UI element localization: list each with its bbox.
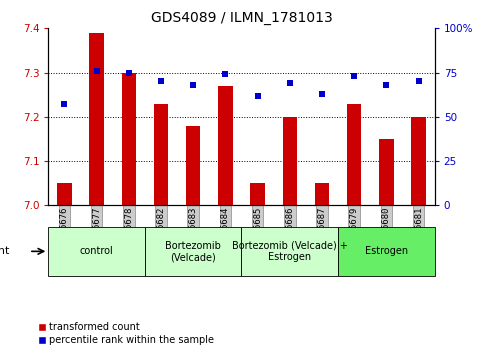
Bar xyxy=(186,126,200,205)
Point xyxy=(157,79,165,84)
Bar xyxy=(48,227,145,276)
Bar xyxy=(412,117,426,205)
Point xyxy=(286,80,294,86)
Point xyxy=(93,68,100,74)
Text: Bortezomib (Velcade) +
Estrogen: Bortezomib (Velcade) + Estrogen xyxy=(232,240,348,262)
Bar xyxy=(242,227,338,276)
Bar xyxy=(315,183,329,205)
Bar xyxy=(379,139,394,205)
Point xyxy=(415,79,423,84)
Bar xyxy=(347,104,361,205)
Text: Bortezomib
(Velcade): Bortezomib (Velcade) xyxy=(165,240,221,262)
Bar xyxy=(154,104,168,205)
Point xyxy=(383,82,390,88)
Point xyxy=(350,73,358,79)
Point xyxy=(222,72,229,77)
Bar xyxy=(218,86,233,205)
Legend: transformed count, percentile rank within the sample: transformed count, percentile rank withi… xyxy=(34,319,218,349)
Text: Estrogen: Estrogen xyxy=(365,246,408,256)
Point xyxy=(318,91,326,97)
Title: GDS4089 / ILMN_1781013: GDS4089 / ILMN_1781013 xyxy=(151,11,332,24)
Bar xyxy=(145,227,242,276)
Bar xyxy=(89,33,104,205)
Bar xyxy=(338,227,435,276)
Point xyxy=(254,93,261,98)
Point xyxy=(189,82,197,88)
Bar xyxy=(283,117,297,205)
Text: control: control xyxy=(80,246,114,256)
Bar xyxy=(250,183,265,205)
Text: agent: agent xyxy=(0,246,10,256)
Bar xyxy=(122,73,136,205)
Point xyxy=(60,102,68,107)
Bar xyxy=(57,183,71,205)
Point xyxy=(125,70,133,75)
